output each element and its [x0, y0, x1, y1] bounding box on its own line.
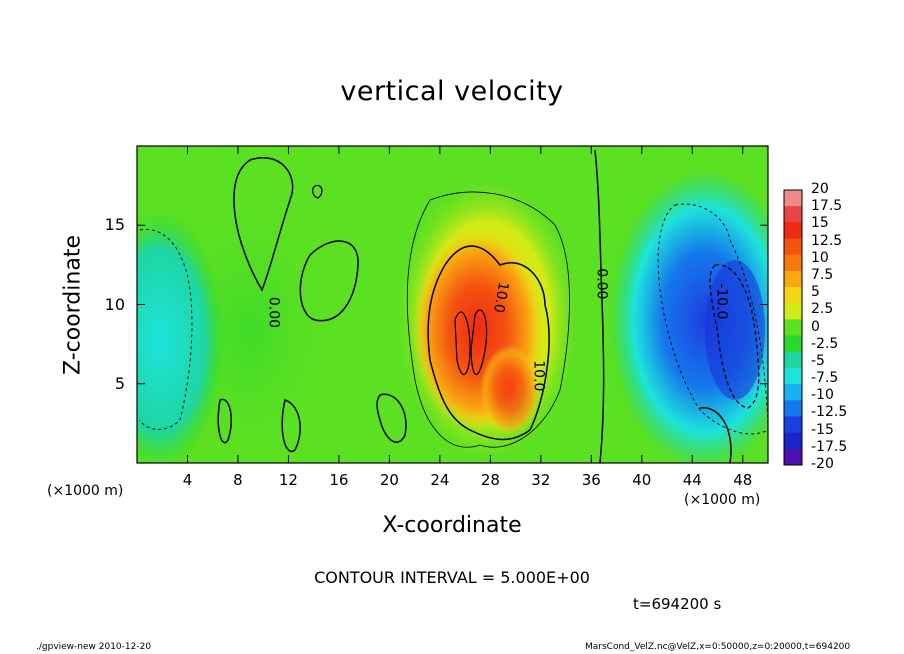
colorbar-level-label: 17.5: [811, 198, 843, 215]
colorbar-frame: [783, 189, 803, 466]
x-tick-label: 8: [233, 471, 243, 489]
chart-title: vertical velocity: [340, 76, 564, 107]
colorbar-level-label: -20: [811, 456, 834, 472]
footer-right: MarsCond_VelZ.nc@VelZ,x=0:50000,z=0:2000…: [585, 642, 851, 652]
colorbar-swatch: [784, 367, 802, 385]
colorbar-swatch: [784, 206, 802, 223]
colorbar: [783, 189, 803, 466]
contour-label: 10.0: [490, 281, 511, 314]
colorbar-level-label: 7.5: [811, 266, 834, 283]
x-tick-label: 44: [682, 471, 702, 489]
colorbar-level-label: -10: [811, 387, 834, 404]
x-unit-right: (×1000 m): [684, 492, 761, 508]
colorbar-level-label: 10: [811, 249, 829, 266]
x-axis-label: X-coordinate: [382, 513, 522, 538]
colorbar-swatch: [784, 238, 802, 256]
x-tick-label: 4: [182, 471, 193, 489]
contour-label: 0.00: [594, 268, 610, 299]
x-tick-label: 32: [531, 471, 551, 489]
colorbar-level-label: 2.5: [811, 301, 834, 318]
colorbar-swatch: [784, 319, 802, 337]
x-tick-label: 12: [278, 471, 298, 489]
colorbar-swatch: [784, 254, 802, 272]
y-axis-label: Z-coordinate: [60, 235, 86, 375]
x-tick-label: 20: [379, 471, 399, 489]
colorbar-level-label: -5: [811, 352, 825, 369]
colorbar-level-label: 20: [811, 181, 829, 197]
colorbar-swatch: [784, 416, 802, 434]
colorbar-swatch: [784, 287, 802, 304]
contour-interval-label: CONTOUR INTERVAL = 5.000E+00: [314, 568, 590, 587]
colorbar-swatch: [784, 222, 802, 240]
colorbar-level-label: -15: [811, 421, 834, 438]
colorbar-level-label: -2.5: [811, 335, 839, 352]
colorbar-level-label: 0: [811, 318, 820, 335]
y-tick-label: 10: [104, 294, 125, 314]
y-tick-label: 5: [114, 373, 125, 393]
colorbar-level-label: -7.5: [811, 370, 839, 387]
x-unit-left: (×1000 m): [47, 483, 124, 499]
axis-ticks: [137, 146, 768, 463]
x-tick-label: 48: [733, 471, 753, 489]
time-label: t=694200 s: [633, 595, 722, 613]
colorbar-swatch: [784, 384, 802, 401]
colorbar-swatch: [784, 448, 802, 466]
colorbar-level-label: 15: [811, 215, 829, 232]
x-tick-label: 40: [632, 471, 652, 489]
colorbar-swatch: [784, 335, 802, 353]
heatmap-field: [137, 146, 768, 463]
contour-label: -10.0: [714, 283, 730, 319]
colorbar-swatch: [784, 400, 802, 417]
x-tick-label: 16: [329, 471, 349, 489]
x-tick-label: 24: [430, 471, 450, 489]
colorbar-swatch: [784, 351, 802, 369]
contour-label: 10.0: [531, 360, 547, 391]
colorbar-level-label: 12.5: [811, 232, 843, 249]
colorbar-level-label: -12.5: [811, 404, 848, 421]
x-tick-label: 36: [581, 471, 601, 489]
colorbar-level-label: -17.5: [811, 438, 848, 455]
y-tick-label: 15: [104, 215, 125, 235]
footer-left: ./gpview-new 2010-12-20: [36, 642, 152, 652]
contour-label: 0.00: [266, 297, 282, 328]
x-tick-label: 28: [480, 471, 500, 489]
colorbar-level-label: 5: [811, 284, 820, 301]
colorbar-swatch: [784, 303, 802, 320]
contour-labels: 0.00 10.0 10.0 0.00 -10.0: [266, 268, 730, 391]
contour-lines: [139, 149, 768, 463]
colorbar-swatch: [784, 190, 802, 207]
colorbar-swatch: [784, 432, 802, 450]
colorbar-swatch: [784, 270, 802, 288]
